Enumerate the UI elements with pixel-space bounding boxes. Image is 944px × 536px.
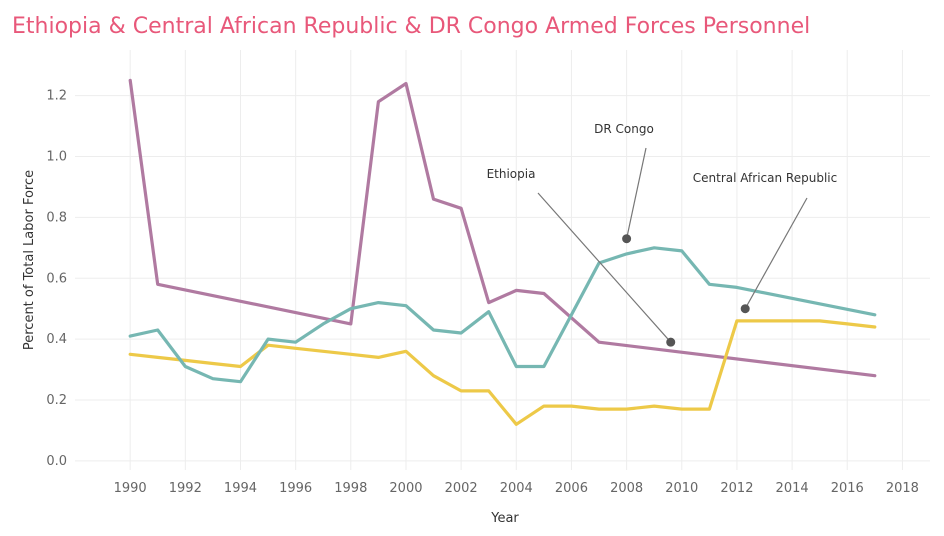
y-tick-label: 1.0 [46, 150, 67, 165]
annotation-dot [622, 234, 632, 244]
x-tick-label: 1990 [114, 481, 147, 496]
series-line-car [128, 319, 877, 426]
series-line-ethiopia [128, 78, 877, 378]
y-tick-label: 0.6 [46, 271, 67, 286]
y-tick-label: 1.2 [46, 89, 67, 104]
y-tick-label: 0.0 [46, 454, 67, 469]
x-axis-title: Year [490, 511, 519, 526]
x-tick-label: 1996 [279, 481, 312, 496]
x-tick-label: 2012 [720, 481, 753, 496]
x-tick-label: 2004 [500, 481, 533, 496]
annotation-line [744, 197, 808, 309]
x-tick-label: 1998 [334, 481, 367, 496]
x-tick-label: 2000 [389, 481, 422, 496]
x-tick-label: 1994 [224, 481, 257, 496]
series-layer [128, 78, 877, 426]
annotation-dot [740, 304, 750, 314]
series-line-drc [128, 246, 877, 384]
annotation-line [537, 192, 672, 343]
y-tick-label: 0.4 [46, 332, 67, 347]
annotation-label: Central African Republic [693, 171, 837, 185]
chart-title: Ethiopia & Central African Republic & DR… [12, 14, 811, 39]
y-tick-label: 0.8 [46, 210, 67, 225]
annotation-dot [666, 337, 676, 347]
annotation-label: DR Congo [594, 122, 654, 136]
grid-layer [75, 50, 930, 470]
x-tick-label: 2016 [831, 481, 864, 496]
x-tick-label: 1992 [169, 481, 202, 496]
annotation-line [626, 147, 647, 239]
y-axis-title: Percent of Total Labor Force [22, 170, 37, 350]
annotation-layer: DR Congo Ethiopia Central African Republic [487, 122, 837, 347]
y-tick-label: 0.2 [46, 393, 67, 408]
x-tick-label: 2018 [886, 481, 919, 496]
tick-layer: 1990 1992 1994 1996 1998 2000 2002 2004 2006 2008… [46, 89, 919, 496]
x-tick-label: 2002 [445, 481, 478, 496]
x-tick-label: 2014 [776, 481, 809, 496]
x-tick-label: 2006 [555, 481, 588, 496]
annotation-label: Ethiopia [487, 167, 536, 181]
x-tick-label: 2008 [610, 481, 643, 496]
x-tick-label: 2010 [665, 481, 698, 496]
